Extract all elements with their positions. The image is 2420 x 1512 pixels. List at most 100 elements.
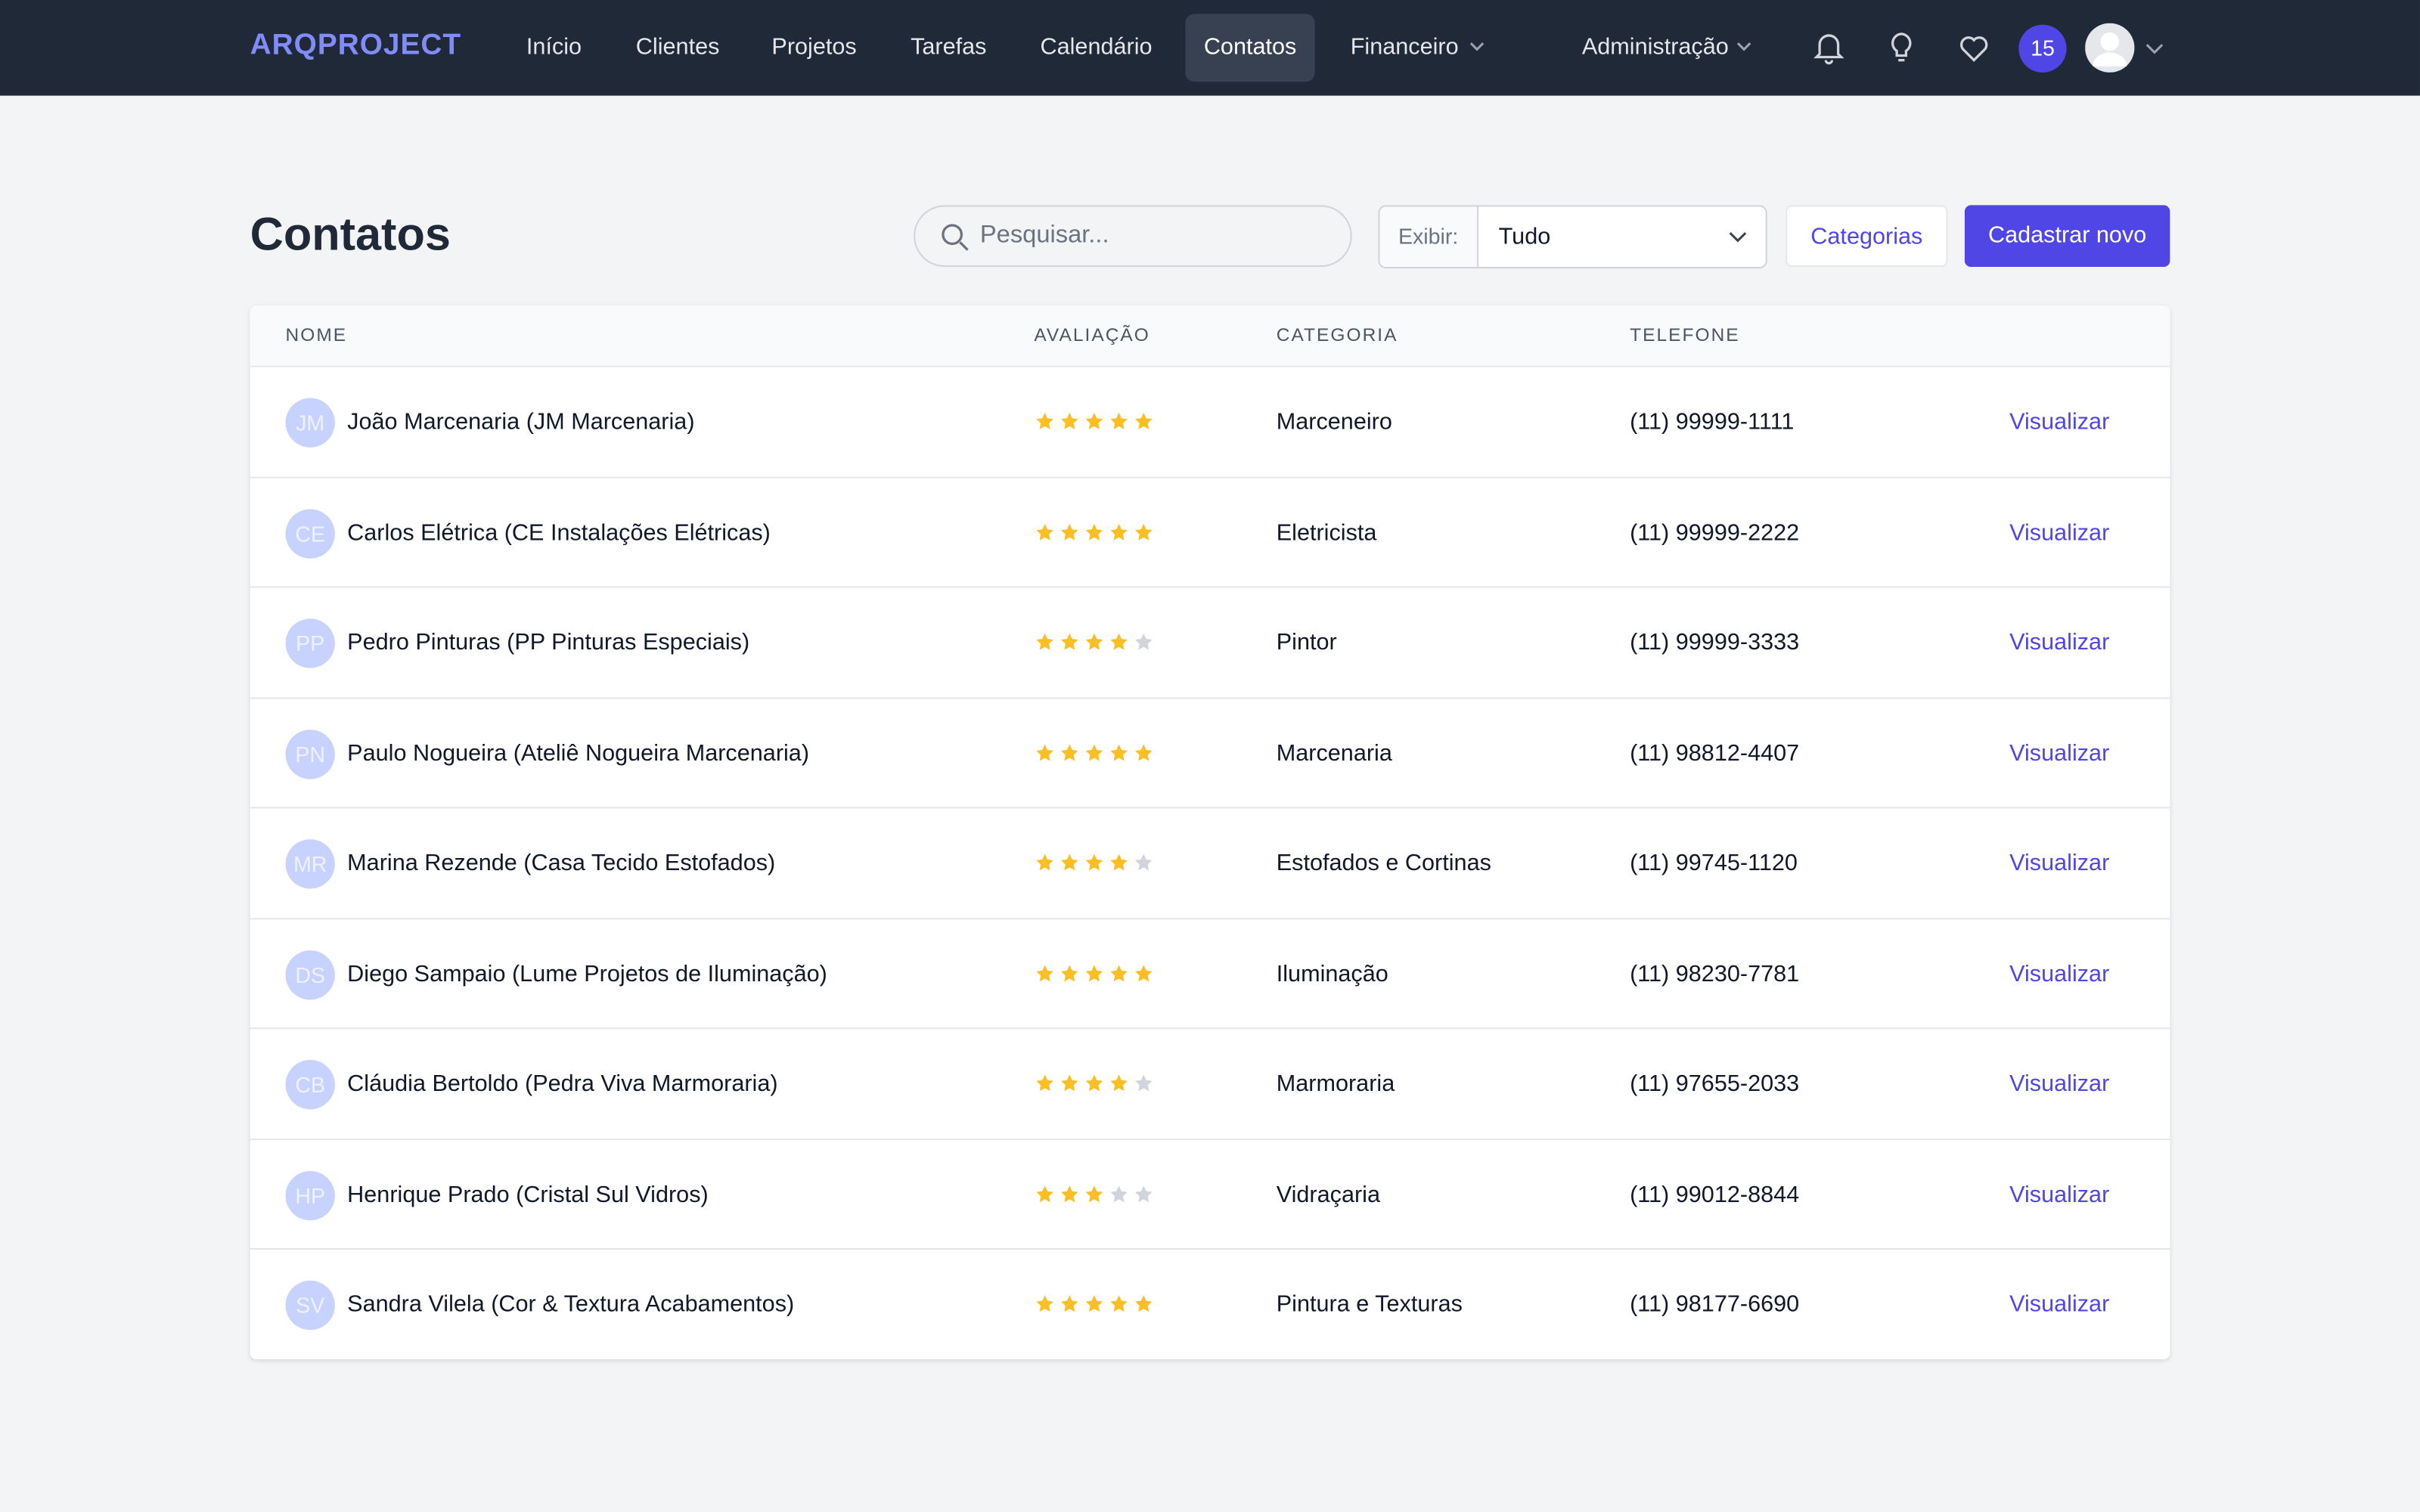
notification-badge[interactable]: 15: [2018, 24, 2067, 73]
nav-item[interactable]: Clientes: [617, 14, 738, 82]
table-row: JM João Marcenaria (JM Marcenaria) Marcene…: [250, 365, 2170, 478]
view-link[interactable]: Visualizar: [2009, 1291, 2110, 1318]
nav-item[interactable]: Tarefas: [892, 14, 1005, 82]
view-link[interactable]: Visualizar: [2009, 850, 2110, 877]
heart-icon[interactable]: [1956, 29, 1993, 67]
logo[interactable]: ARQPROJECT: [250, 29, 462, 62]
contacts-table: NOME AVALIAÇÃO CATEGORIA TELEFONE JM João Mar…: [250, 305, 2170, 1359]
view-link[interactable]: Visualizar: [2009, 960, 2110, 987]
category: Estofados e Cortinas: [1276, 850, 1491, 877]
phone: (11) 99999-3333: [1630, 629, 1800, 656]
category: Eletricista: [1276, 519, 1377, 546]
avatar-initials: CB: [285, 1060, 335, 1110]
star: [1036, 633, 1053, 650]
rating-stars: [1036, 412, 1153, 429]
user-avatar[interactable]: [2085, 23, 2171, 73]
star: [1085, 412, 1103, 429]
search-box[interactable]: Pesquisar...: [914, 205, 1352, 268]
contact-name: Cláudia Bertoldo (Pedra Viva Marmoraria): [347, 1070, 778, 1098]
chevron: [1469, 42, 1485, 51]
star: [1135, 1295, 1153, 1312]
star: [1110, 854, 1128, 871]
view-link[interactable]: Visualizar: [2009, 739, 2110, 767]
nav-item[interactable]: Início: [507, 14, 600, 82]
phone: (11) 99999-2222: [1630, 519, 1800, 546]
filter-value: Tudo: [1498, 223, 1551, 250]
star: [1110, 522, 1128, 540]
view-link[interactable]: Visualizar: [2009, 629, 2110, 656]
view-link[interactable]: Visualizar: [2009, 1070, 2110, 1098]
navbar: ARQPROJECT Início Clientes Projetos Tarefas…: [0, 0, 2420, 96]
star: [1110, 633, 1128, 650]
star: [1085, 964, 1103, 981]
phone: (11) 98230-7781: [1630, 960, 1800, 987]
new-button[interactable]: Cadastrar novo: [1964, 205, 2170, 268]
categories-button[interactable]: Categorias: [1786, 205, 1948, 268]
star: [1085, 1074, 1103, 1092]
star: [1085, 743, 1103, 761]
avatar-initials: DS: [285, 950, 335, 999]
star: [1135, 633, 1153, 650]
rating-stars: [1036, 743, 1153, 761]
star: [1085, 1295, 1103, 1312]
rating-stars: [1036, 633, 1153, 650]
star: [1135, 1185, 1153, 1202]
star: [1135, 743, 1153, 761]
nav-item[interactable]: Calendário: [1022, 14, 1171, 82]
idea-icon[interactable]: [1883, 29, 1920, 67]
avatar-initials: MR: [285, 839, 335, 889]
contact-name: Carlos Elétrica (CE Instalações Elétrica…: [347, 519, 771, 546]
page-title: Contatos: [250, 209, 451, 261]
category: Marcenaria: [1276, 739, 1392, 767]
star: [1061, 412, 1078, 429]
table-row: MR Marina Rezende (Casa Tecido Estofados)…: [250, 807, 2170, 919]
contact-name: Sandra Vilela (Cor & Textura Acabamentos…: [347, 1291, 795, 1318]
star: [1110, 1295, 1128, 1312]
view-link[interactable]: Visualizar: [2009, 519, 2110, 546]
category: Pintor: [1276, 629, 1337, 656]
phone: (11) 97655-2033: [1630, 1070, 1800, 1098]
rating-stars: [1036, 1074, 1153, 1092]
table-row: PN Paulo Nogueira (Ateliê Nogueira Marcen…: [250, 696, 2170, 808]
star: [1061, 522, 1078, 540]
category: Vidraçaria: [1276, 1181, 1381, 1207]
bell-icon[interactable]: [1810, 29, 1848, 67]
contact-name: Diego Sampaio (Lume Projetos de Iluminaç…: [347, 960, 827, 987]
table-header: [250, 305, 2170, 366]
view-link[interactable]: Visualizar: [2009, 408, 2110, 435]
rating-stars: [1036, 522, 1153, 540]
star: [1036, 1185, 1053, 1202]
nav-item[interactable]: Projetos: [753, 14, 875, 82]
star: [1085, 522, 1103, 540]
phone: (11) 98177-6690: [1630, 1291, 1800, 1318]
nav-label: Calendário: [1040, 33, 1153, 60]
table-row: HP Henrique Prado (Cristal Sul Vidros) Vid…: [250, 1138, 2170, 1250]
star: [1110, 1074, 1128, 1092]
admin-menu[interactable]: Administração: [1563, 14, 1772, 82]
nav-label: Contatos: [1203, 33, 1297, 60]
star: [1135, 854, 1153, 871]
star: [1036, 743, 1053, 761]
table-row: CB Cláudia Bertoldo (Pedra Viva Marmorari…: [250, 1027, 2170, 1139]
nav-item[interactable]: Contatos: [1185, 14, 1315, 82]
column-header: TELEFONE: [1630, 324, 1740, 346]
avatar-initials: PP: [285, 618, 335, 668]
filter-select[interactable]: Exibir: Tudo: [1378, 205, 1767, 269]
contact-name: Marina Rezende (Casa Tecido Estofados): [347, 850, 776, 877]
table-row: PP Pedro Pinturas (PP Pinturas Especiais)…: [250, 586, 2170, 699]
chevron: [1729, 232, 1747, 243]
star: [1061, 633, 1078, 650]
avatar-initials: CE: [285, 508, 335, 558]
nav-item[interactable]: Financeiro: [1332, 14, 1508, 82]
category: Marceneiro: [1276, 408, 1392, 435]
star: [1036, 1295, 1053, 1312]
contact-name: João Marcenaria (JM Marcenaria): [347, 408, 695, 435]
rating-stars: [1036, 1185, 1153, 1202]
table-row: DS Diego Sampaio (Lume Projetos de Ilumin…: [250, 917, 2170, 1029]
view-link[interactable]: Visualizar: [2009, 1181, 2110, 1207]
nav-label: Início: [526, 33, 582, 60]
phone: (11) 98812-4407: [1630, 739, 1800, 767]
star: [1061, 1185, 1078, 1202]
star: [1036, 1074, 1053, 1092]
